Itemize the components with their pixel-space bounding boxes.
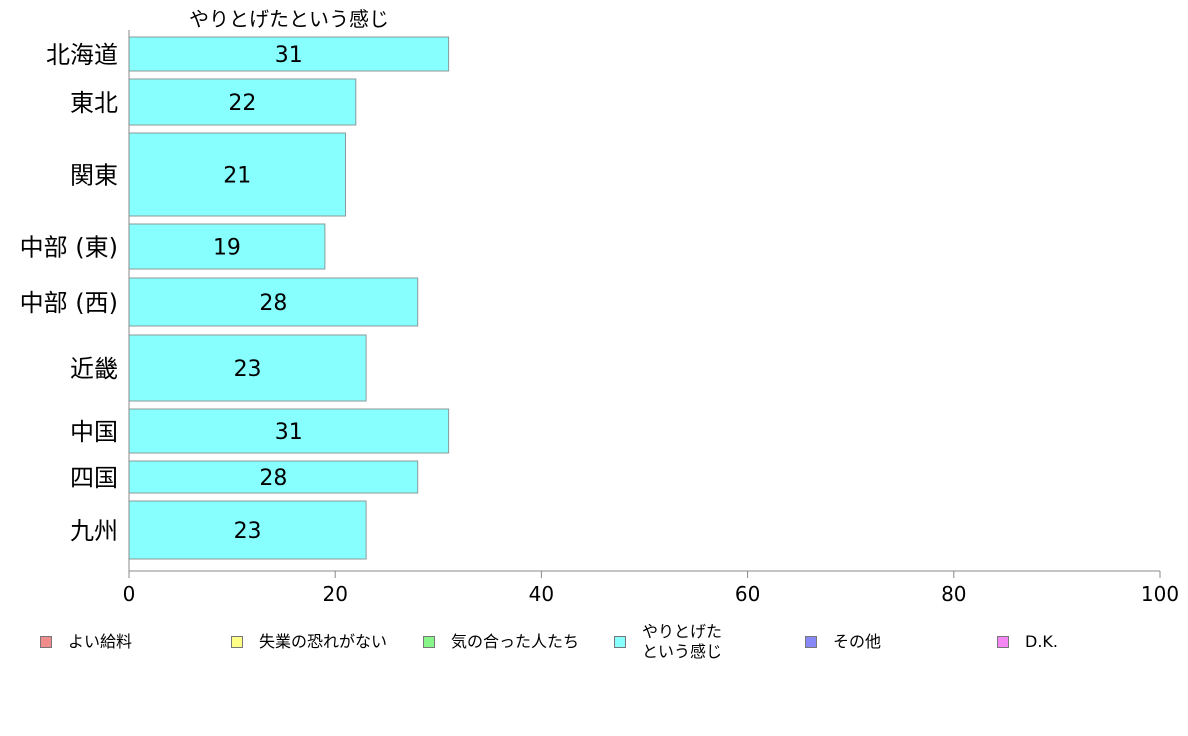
bar <box>128 334 367 402</box>
x-tick-label: 80 <box>941 582 966 606</box>
bar <box>128 223 326 270</box>
bar-value-label: 19 <box>213 236 241 261</box>
bar <box>128 78 357 126</box>
legend-label: D.K. <box>1025 632 1058 651</box>
legend-label: その他 <box>833 632 882 651</box>
legend-label: よい給料 <box>68 632 133 651</box>
bar <box>128 132 347 217</box>
bar-value-label: 31 <box>275 420 303 445</box>
category-label: 四国 <box>70 464 118 492</box>
category-label: 九州 <box>70 517 118 545</box>
category-label: 中国 <box>70 418 118 446</box>
chart-title: やりとげたという感じ <box>189 7 389 31</box>
legend-swatch <box>997 636 1009 648</box>
bar-value-label: 21 <box>223 164 251 189</box>
legend-swatch <box>423 636 435 648</box>
legend-item-job-security: 失業の恐れがない <box>231 620 387 664</box>
category-label: 中部 (東) <box>20 234 118 262</box>
x-tick-label: 40 <box>529 582 554 606</box>
legend-item-accomplishment: やりとげた という感じ <box>614 620 722 664</box>
x-tick-label: 20 <box>322 582 347 606</box>
category-label: 東北 <box>70 89 118 117</box>
bar-value-label: 23 <box>234 519 262 544</box>
x-tick-label: 0 <box>123 582 136 606</box>
legend-swatch <box>614 636 626 648</box>
legend-swatch <box>805 636 817 648</box>
bar-value-label: 23 <box>234 357 262 382</box>
legend-swatch <box>231 636 243 648</box>
bar-value-label: 31 <box>275 43 303 68</box>
bar <box>128 36 450 72</box>
category-label: 北海道 <box>46 41 118 69</box>
legend: よい給料 失業の恐れがない 気の合った人たち やりとげた という感じ その他 D… <box>0 620 1188 670</box>
legend-swatch <box>40 636 52 648</box>
legend-item-other: その他 <box>805 620 881 664</box>
x-tick-label: 60 <box>735 582 760 606</box>
category-label: 中部 (西) <box>20 289 118 317</box>
bar-value-label: 28 <box>259 291 287 316</box>
bar <box>128 277 419 327</box>
bar-value-label: 28 <box>259 466 287 491</box>
bar-value-label: 22 <box>228 91 256 116</box>
legend-item-dk: D.K. <box>997 620 1058 664</box>
legend-item-good-coworkers: 気の合った人たち <box>423 620 579 664</box>
legend-label: 気の合った人たち <box>451 632 580 651</box>
legend-label: 失業の恐れがない <box>259 632 388 651</box>
category-label: 近畿 <box>70 355 118 383</box>
category-label: 関東 <box>70 162 118 190</box>
bar <box>128 408 450 454</box>
bar-chart: やりとげたという感じ 31 北海道 22 東北 21 関東 19 中部 (東) 28 中部 (西)… <box>20 7 1179 606</box>
legend-label: やりとげた という感じ <box>642 622 723 661</box>
legend-item-good-salary: よい給料 <box>40 620 132 664</box>
x-tick-label: 100 <box>1141 582 1179 606</box>
